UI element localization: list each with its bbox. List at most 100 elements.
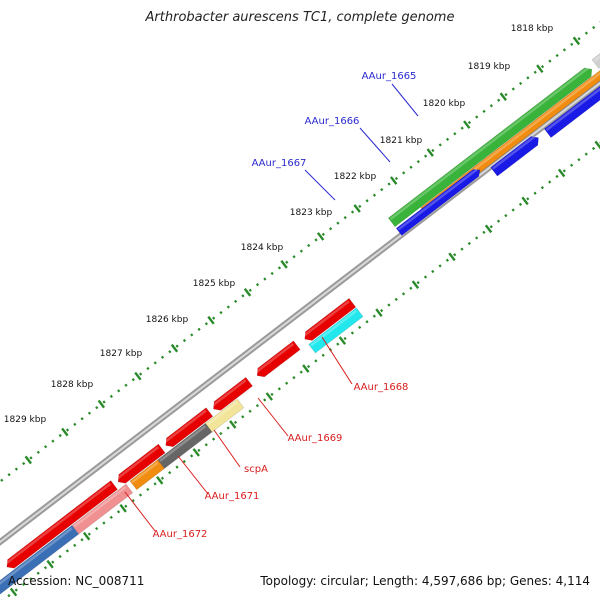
cds-block-paleyellow xyxy=(205,398,245,433)
gene-label-aaur_1672: AAur_1672 xyxy=(153,529,208,540)
tick-major xyxy=(338,336,347,345)
tick-minor xyxy=(182,338,187,343)
tick-minor xyxy=(380,188,384,192)
tick-minor xyxy=(336,342,340,346)
tick-major xyxy=(572,36,581,46)
gene-block-red-4 xyxy=(213,376,253,411)
tick-minor xyxy=(175,344,179,348)
tick-minor xyxy=(526,197,530,201)
tick-minor xyxy=(526,76,530,80)
leader-line-aaur_1672 xyxy=(124,491,156,532)
tick-minor xyxy=(65,428,70,432)
map-title: Arthrobacter aurescens TC1, complete gen… xyxy=(145,10,455,25)
kbp-label: 1822 kbp xyxy=(334,172,377,182)
tick-major xyxy=(9,587,18,597)
tick-minor xyxy=(409,286,413,290)
tick-minor xyxy=(402,171,406,175)
tick-minor xyxy=(570,163,574,167)
tick-minor xyxy=(467,241,471,246)
gene-block-red-1-sheen xyxy=(4,482,112,565)
tick-minor xyxy=(306,364,311,369)
tick-major xyxy=(484,224,493,234)
tick-minor xyxy=(482,109,486,114)
tick-minor xyxy=(416,160,420,164)
tick-minor xyxy=(270,392,274,397)
tick-minor xyxy=(577,37,581,41)
gene-block-red-1 xyxy=(6,480,118,569)
tick-minor xyxy=(489,225,493,229)
gene-label-scpa: scpA xyxy=(244,464,268,475)
kbp-label: 1828 kbp xyxy=(51,380,94,390)
tick-minor xyxy=(87,411,92,415)
tick-minor xyxy=(350,210,355,214)
tick-minor xyxy=(475,236,479,240)
gene-block-blue-2 xyxy=(490,136,539,177)
genome-summary-text: Topology: circular; Length: 4,597,686 bp… xyxy=(260,574,590,588)
tick-major xyxy=(448,252,456,262)
tick-minor xyxy=(540,65,545,69)
tick-minor xyxy=(153,361,157,365)
tick-minor xyxy=(372,314,376,318)
tick-minor xyxy=(350,331,354,335)
tick-minor xyxy=(109,515,113,520)
tick-major xyxy=(229,420,237,429)
tick-minor xyxy=(234,299,238,304)
tick-minor xyxy=(116,510,121,514)
tick-minor xyxy=(117,389,121,393)
tick-major xyxy=(97,399,106,409)
gene-block-blue-3-sheen xyxy=(545,87,600,132)
tick-minor xyxy=(555,53,559,58)
tick-minor xyxy=(51,439,55,443)
cds-block-cyan xyxy=(308,307,364,354)
kbp-label: 1829 kbp xyxy=(4,415,47,425)
tick-minor xyxy=(453,253,457,257)
tick-minor xyxy=(160,355,165,359)
tick-minor xyxy=(44,445,48,449)
leader-line-aaur_1669 xyxy=(257,397,289,437)
gene-block-red-3 xyxy=(165,407,214,448)
tick-minor xyxy=(321,353,325,357)
gene-block-red-4-sheen xyxy=(211,379,247,407)
cds-block-green xyxy=(387,67,593,228)
cds-block-green-sheen xyxy=(389,66,590,221)
tick-minor xyxy=(263,277,267,281)
tick-minor xyxy=(584,31,588,35)
tick-major xyxy=(536,64,544,74)
tick-minor xyxy=(321,232,325,236)
tick-minor xyxy=(7,473,11,477)
tick-major xyxy=(302,364,310,373)
tick-minor xyxy=(548,59,552,63)
kbp-label: 1824 kbp xyxy=(241,243,284,253)
tick-minor xyxy=(36,450,40,454)
tick-minor xyxy=(219,310,223,315)
tick-minor xyxy=(307,243,311,248)
gene-block-blue-1 xyxy=(395,169,481,236)
tick-minor xyxy=(263,398,267,402)
tick-minor xyxy=(226,426,230,430)
tick-minor xyxy=(299,370,303,374)
tick-minor xyxy=(533,70,537,74)
gene-block-grey xyxy=(591,53,600,69)
gene-label-aaur_1666: AAur_1666 xyxy=(305,116,360,127)
kbp-label: 1818 kbp xyxy=(511,24,554,34)
tick-minor xyxy=(562,48,567,52)
tick-major xyxy=(207,315,215,325)
tick-minor xyxy=(496,219,501,223)
tick-minor xyxy=(387,182,391,186)
tick-major xyxy=(316,232,325,241)
tick-minor xyxy=(226,305,230,309)
outer-tick-row xyxy=(0,21,600,482)
tick-minor xyxy=(329,227,333,231)
tick-minor xyxy=(73,422,77,426)
tick-minor xyxy=(591,146,596,151)
tick-minor xyxy=(109,394,113,399)
tick-minor xyxy=(511,87,515,91)
tick-minor xyxy=(182,459,186,464)
tick-minor xyxy=(277,387,281,391)
kbp-label: 1827 kbp xyxy=(100,349,143,359)
cds-block-paleyellow-sheen xyxy=(206,401,238,426)
tick-major xyxy=(46,559,54,569)
tick-minor xyxy=(51,560,55,564)
tick-minor xyxy=(460,247,464,251)
